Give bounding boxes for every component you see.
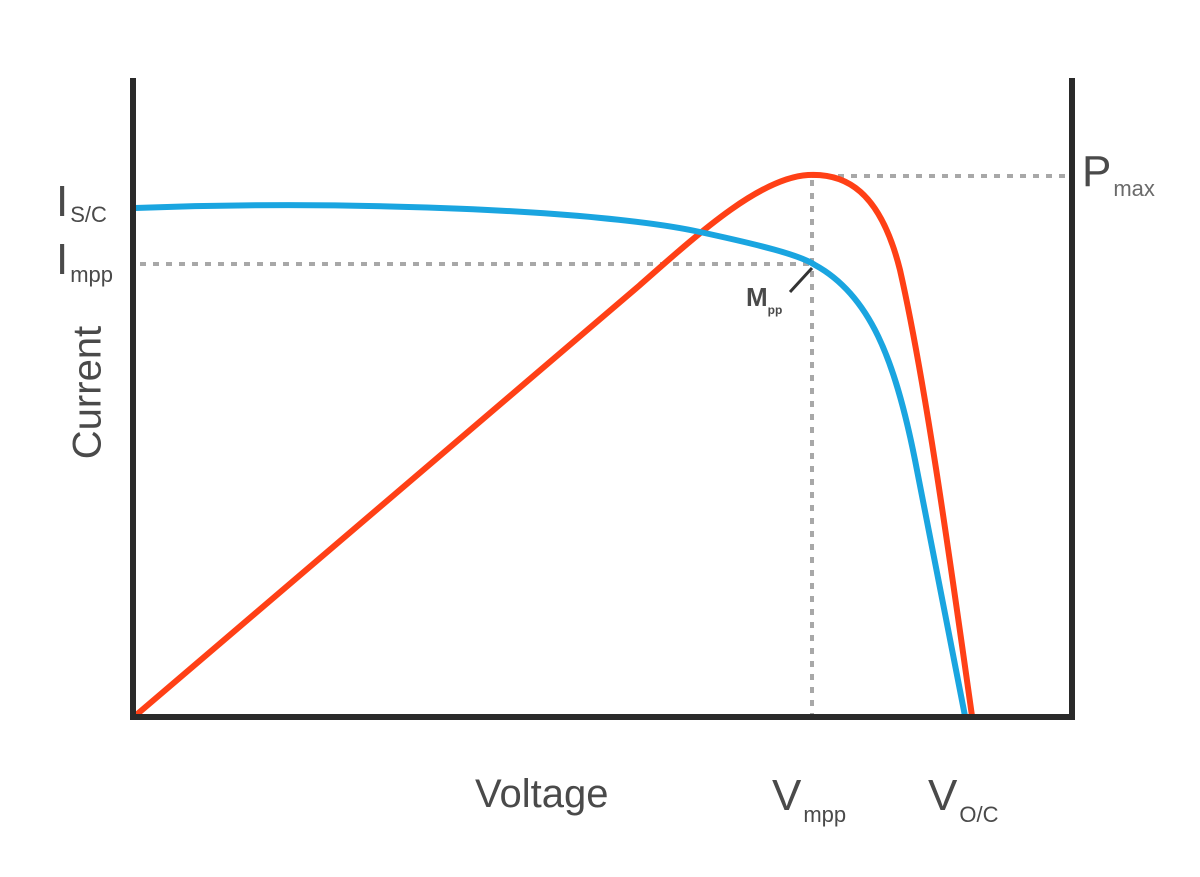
pmax-label: Pmax [1082, 147, 1155, 202]
y-axis-title: Current [65, 325, 110, 460]
impp-label: Impp [56, 235, 114, 288]
isc-label: IS/C [56, 177, 107, 228]
vmpp-label: Vmpp [772, 771, 847, 828]
current-curve [132, 202, 968, 719]
x-axis-title: Voltage [475, 772, 609, 816]
power-curve [132, 171, 975, 719]
voc-label: VO/C [928, 771, 999, 828]
mpp-pointer [788, 266, 814, 294]
mpp-label: Mpp [746, 282, 783, 317]
